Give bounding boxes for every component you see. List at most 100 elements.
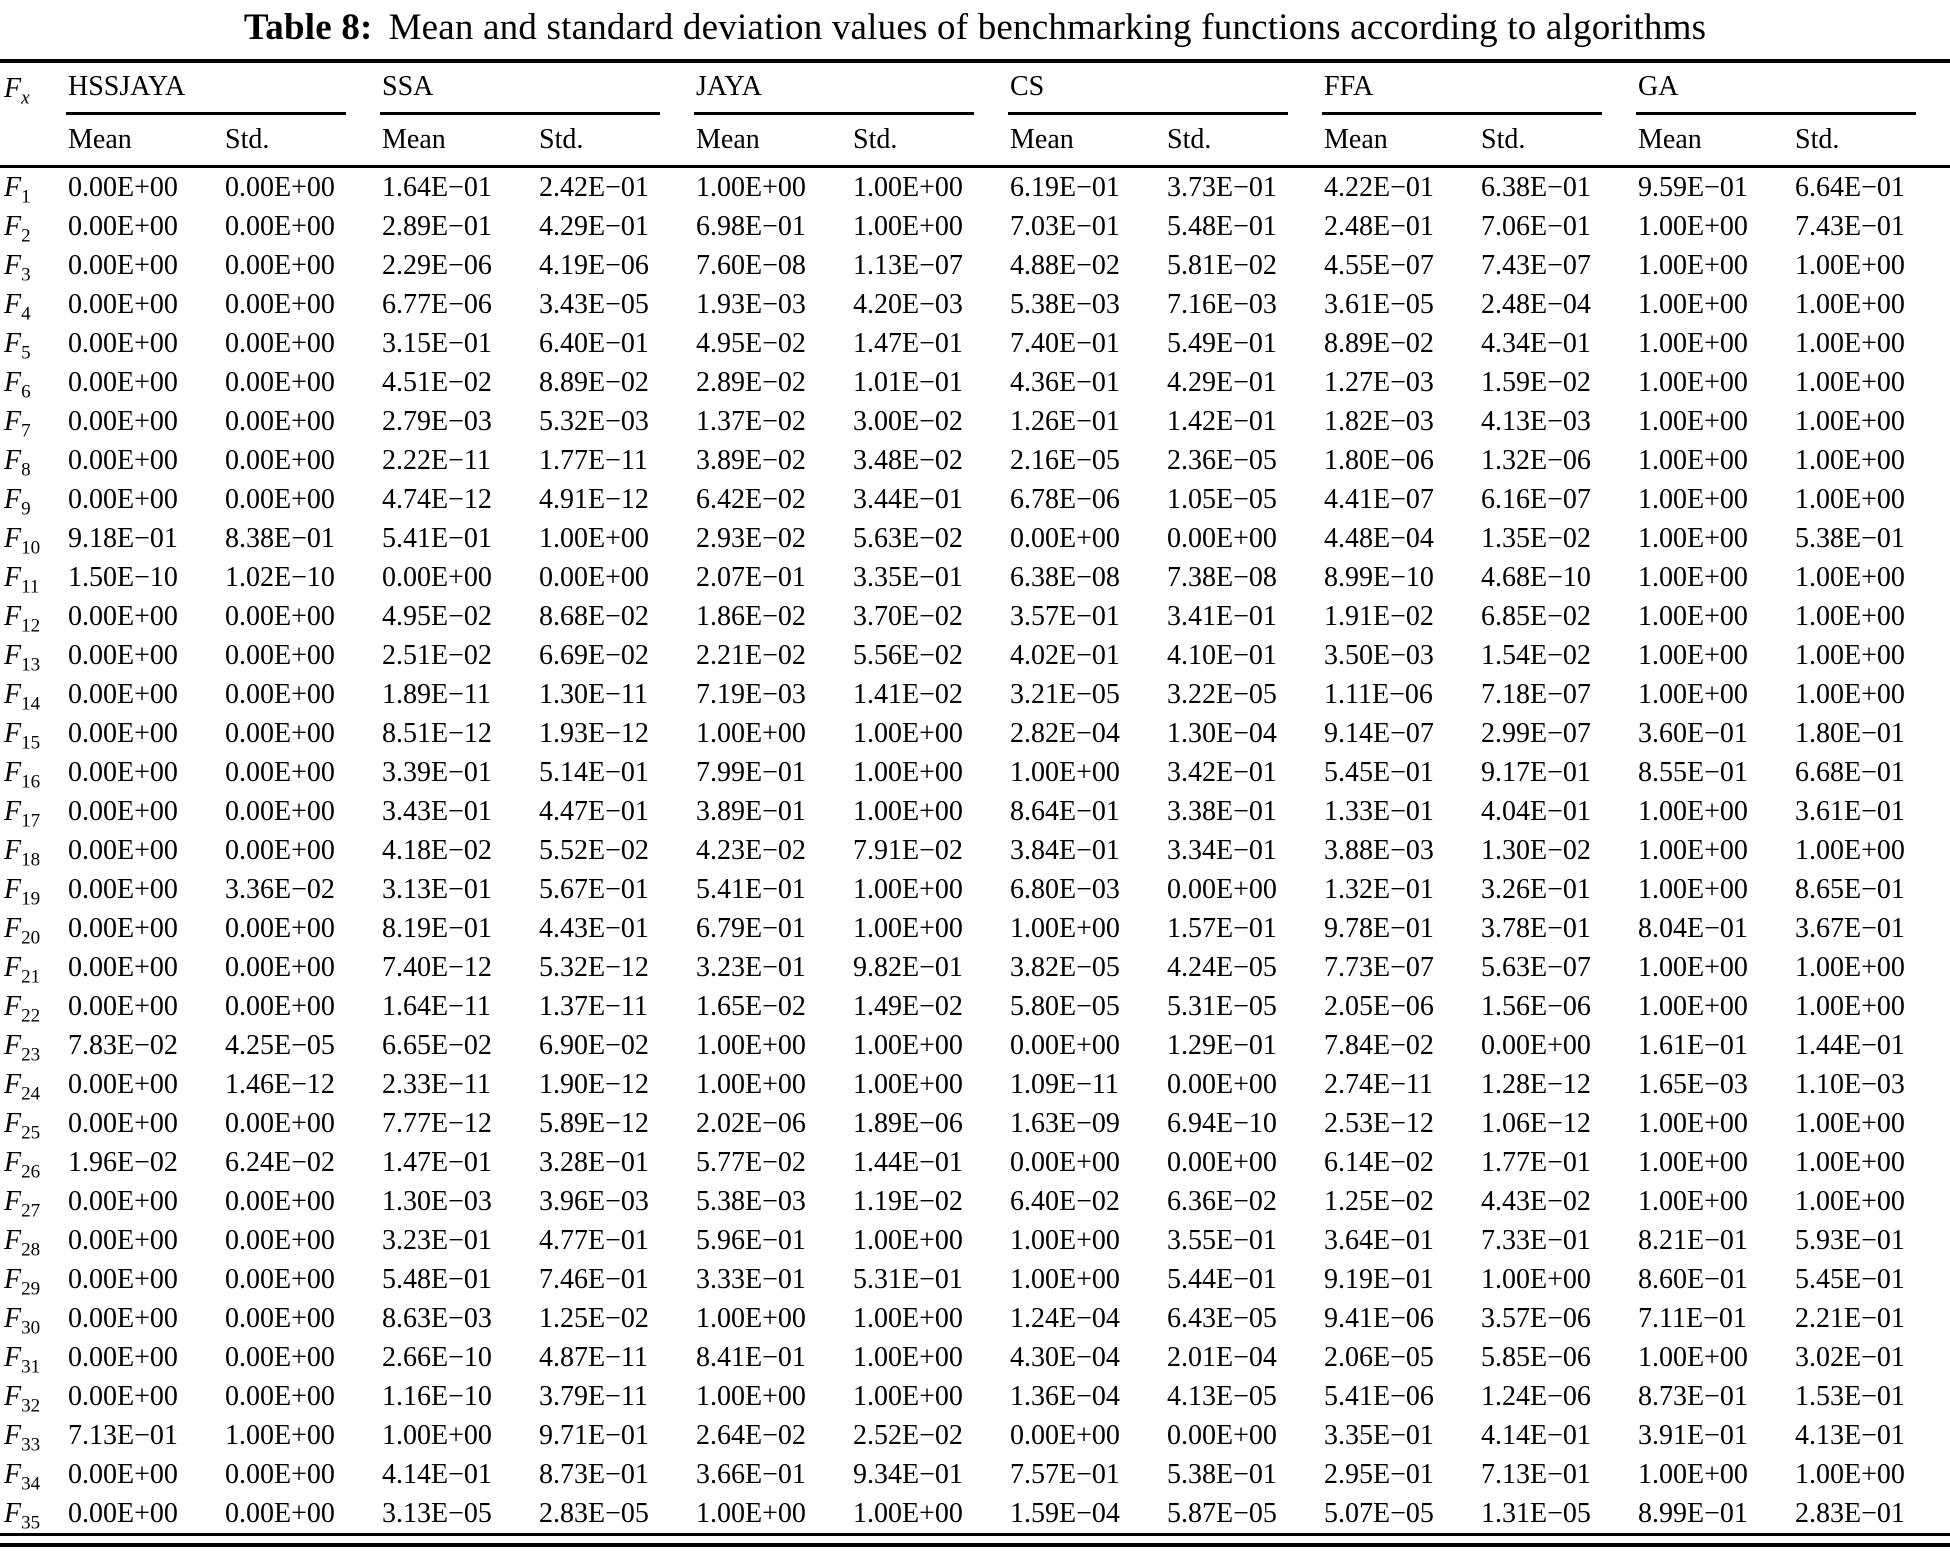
algorithm-group-label: CS [1008,71,1288,115]
table-row: F31 0.00E+00 0.00E+00 2.66E−10 4.87E−11 8.41E… [0,1338,1950,1377]
value-cell: 1.00E+00 [1638,1342,1748,1373]
value-cell: 4.25E−05 [225,1030,335,1061]
value-cell: 0.00E+00 [225,835,335,866]
value-cell: 8.55E−01 [1638,757,1748,788]
value-cell: 2.83E−01 [1795,1498,1905,1529]
value-cell: 1.59E−02 [1481,367,1591,398]
value-cell: 3.38E−01 [1167,796,1277,827]
value-cell: 3.39E−01 [382,757,492,788]
value-cell: 4.29E−01 [539,211,649,242]
value-cell: 4.34E−01 [1481,328,1591,359]
value-cell: 0.00E+00 [68,796,178,827]
value-cell: 6.98E−01 [696,211,806,242]
group-header-row: Fx HSSJAYA SSA JAYA CS FFA GA [0,61,1950,168]
value-cell: 1.86E−02 [696,601,806,632]
value-cell: 0.00E+00 [68,1303,178,1334]
value-cell: 8.65E−01 [1795,874,1905,905]
value-cell: 4.47E−01 [539,796,649,827]
value-cell: 0.00E+00 [225,1108,335,1139]
value-cell: 1.01E−01 [853,367,963,398]
value-cell: 3.67E−01 [1795,913,1905,944]
value-cell: 1.47E−01 [853,328,963,359]
value-cell: 0.00E+00 [225,1225,335,1256]
value-cell: 4.51E−02 [382,367,492,398]
value-cell: 7.38E−08 [1167,562,1277,593]
value-cell: 1.00E+00 [1010,757,1120,788]
value-cell: 1.27E−03 [1324,367,1434,398]
value-cell: 1.00E+00 [1638,835,1748,866]
value-cell: 8.63E−03 [382,1303,492,1334]
table-row: F19 0.00E+00 3.36E−02 3.13E−01 5.67E−01 5.41E… [0,870,1950,909]
value-cell: 2.64E−02 [696,1420,806,1451]
stat-subheader: Std. [223,115,380,168]
table-row: F32 0.00E+00 0.00E+00 1.16E−10 3.79E−11 1.00E… [0,1377,1950,1416]
value-cell: 1.89E−11 [382,679,491,710]
value-cell: 5.41E−01 [696,874,806,905]
value-cell: 1.00E+00 [853,913,963,944]
value-cell: 3.22E−05 [1167,679,1277,710]
value-cell: 7.40E−01 [1010,328,1120,359]
stat-subheader: Mean [694,115,851,168]
value-cell: 7.46E−01 [539,1264,649,1295]
algorithm-group-header: SSA [380,61,694,115]
function-label: F33 [4,1420,41,1456]
value-cell: 1.65E−02 [696,991,806,1022]
value-cell: 1.56E−06 [1481,991,1591,1022]
table-row: F16 0.00E+00 0.00E+00 3.39E−01 5.14E−01 7.99E… [0,753,1950,792]
value-cell: 3.21E−05 [1010,679,1120,710]
value-cell: 5.07E−05 [1324,1498,1434,1529]
function-label: F27 [4,1186,41,1222]
subheader-row: Mean Std. Mean Std. Mean Std. Mean Std. Mean Std.… [0,115,1950,168]
value-cell: 5.31E−05 [1167,991,1277,1022]
value-cell: 1.00E+00 [1795,640,1905,671]
value-cell: 6.64E−01 [1795,172,1905,203]
value-cell: 4.18E−02 [382,835,492,866]
value-cell: 4.10E−01 [1167,640,1277,671]
value-cell: 1.00E+00 [539,523,649,554]
algorithm-group-label: HSSJAYA [66,71,346,115]
algorithm-group-label: SSA [380,71,660,115]
value-cell: 0.00E+00 [68,640,178,671]
value-cell: 1.00E+00 [853,796,963,827]
value-cell: 0.00E+00 [68,1381,178,1412]
value-cell: 1.00E+00 [1795,991,1905,1022]
value-cell: 1.29E−01 [1167,1030,1277,1061]
value-cell: 1.33E−01 [1324,796,1434,827]
value-cell: 0.00E+00 [225,952,335,983]
value-cell: 1.00E+00 [1795,1108,1905,1139]
function-label: F35 [4,1498,41,1534]
value-cell: 2.22E−11 [382,445,491,476]
value-cell: 1.00E+00 [1795,1459,1905,1490]
bottom-rule-gap [0,1533,1950,1545]
value-cell: 1.00E+00 [696,1069,806,1100]
table-row: F34 0.00E+00 0.00E+00 4.14E−01 8.73E−01 3.66E… [0,1455,1950,1494]
value-cell: 1.30E−03 [382,1186,492,1217]
function-label: F14 [4,679,41,715]
value-cell: 1.00E+00 [1638,367,1748,398]
bottom-rule-spacer [0,1533,1950,1545]
value-cell: 0.00E+00 [225,328,335,359]
value-cell: 0.00E+00 [1010,523,1120,554]
value-cell: 1.00E+00 [1638,1108,1748,1139]
value-cell: 2.53E−12 [1324,1108,1434,1139]
function-label: F20 [4,913,41,949]
value-cell: 6.77E−06 [382,289,492,320]
value-cell: 1.53E−01 [1795,1381,1905,1412]
value-cell: 2.06E−05 [1324,1342,1434,1373]
function-label: F11 [4,562,40,598]
value-cell: 7.18E−07 [1481,679,1591,710]
value-cell: 0.00E+00 [1010,1420,1120,1451]
value-cell: 8.19E−01 [382,913,492,944]
value-cell: 1.93E−12 [539,718,649,749]
value-cell: 3.35E−01 [1324,1420,1434,1451]
value-cell: 0.00E+00 [68,289,178,320]
value-cell: 4.30E−04 [1010,1342,1120,1373]
value-cell: 0.00E+00 [225,913,335,944]
table-row: F35 0.00E+00 0.00E+00 3.13E−05 2.83E−05 1.00E… [0,1494,1950,1535]
value-cell: 1.00E+00 [1795,562,1905,593]
value-cell: 7.84E−02 [1324,1030,1434,1061]
value-cell: 3.02E−01 [1795,1342,1905,1373]
value-cell: 8.73E−01 [1638,1381,1748,1412]
table-row: F12 0.00E+00 0.00E+00 4.95E−02 8.68E−02 1.86E… [0,597,1950,636]
value-cell: 5.31E−01 [853,1264,963,1295]
